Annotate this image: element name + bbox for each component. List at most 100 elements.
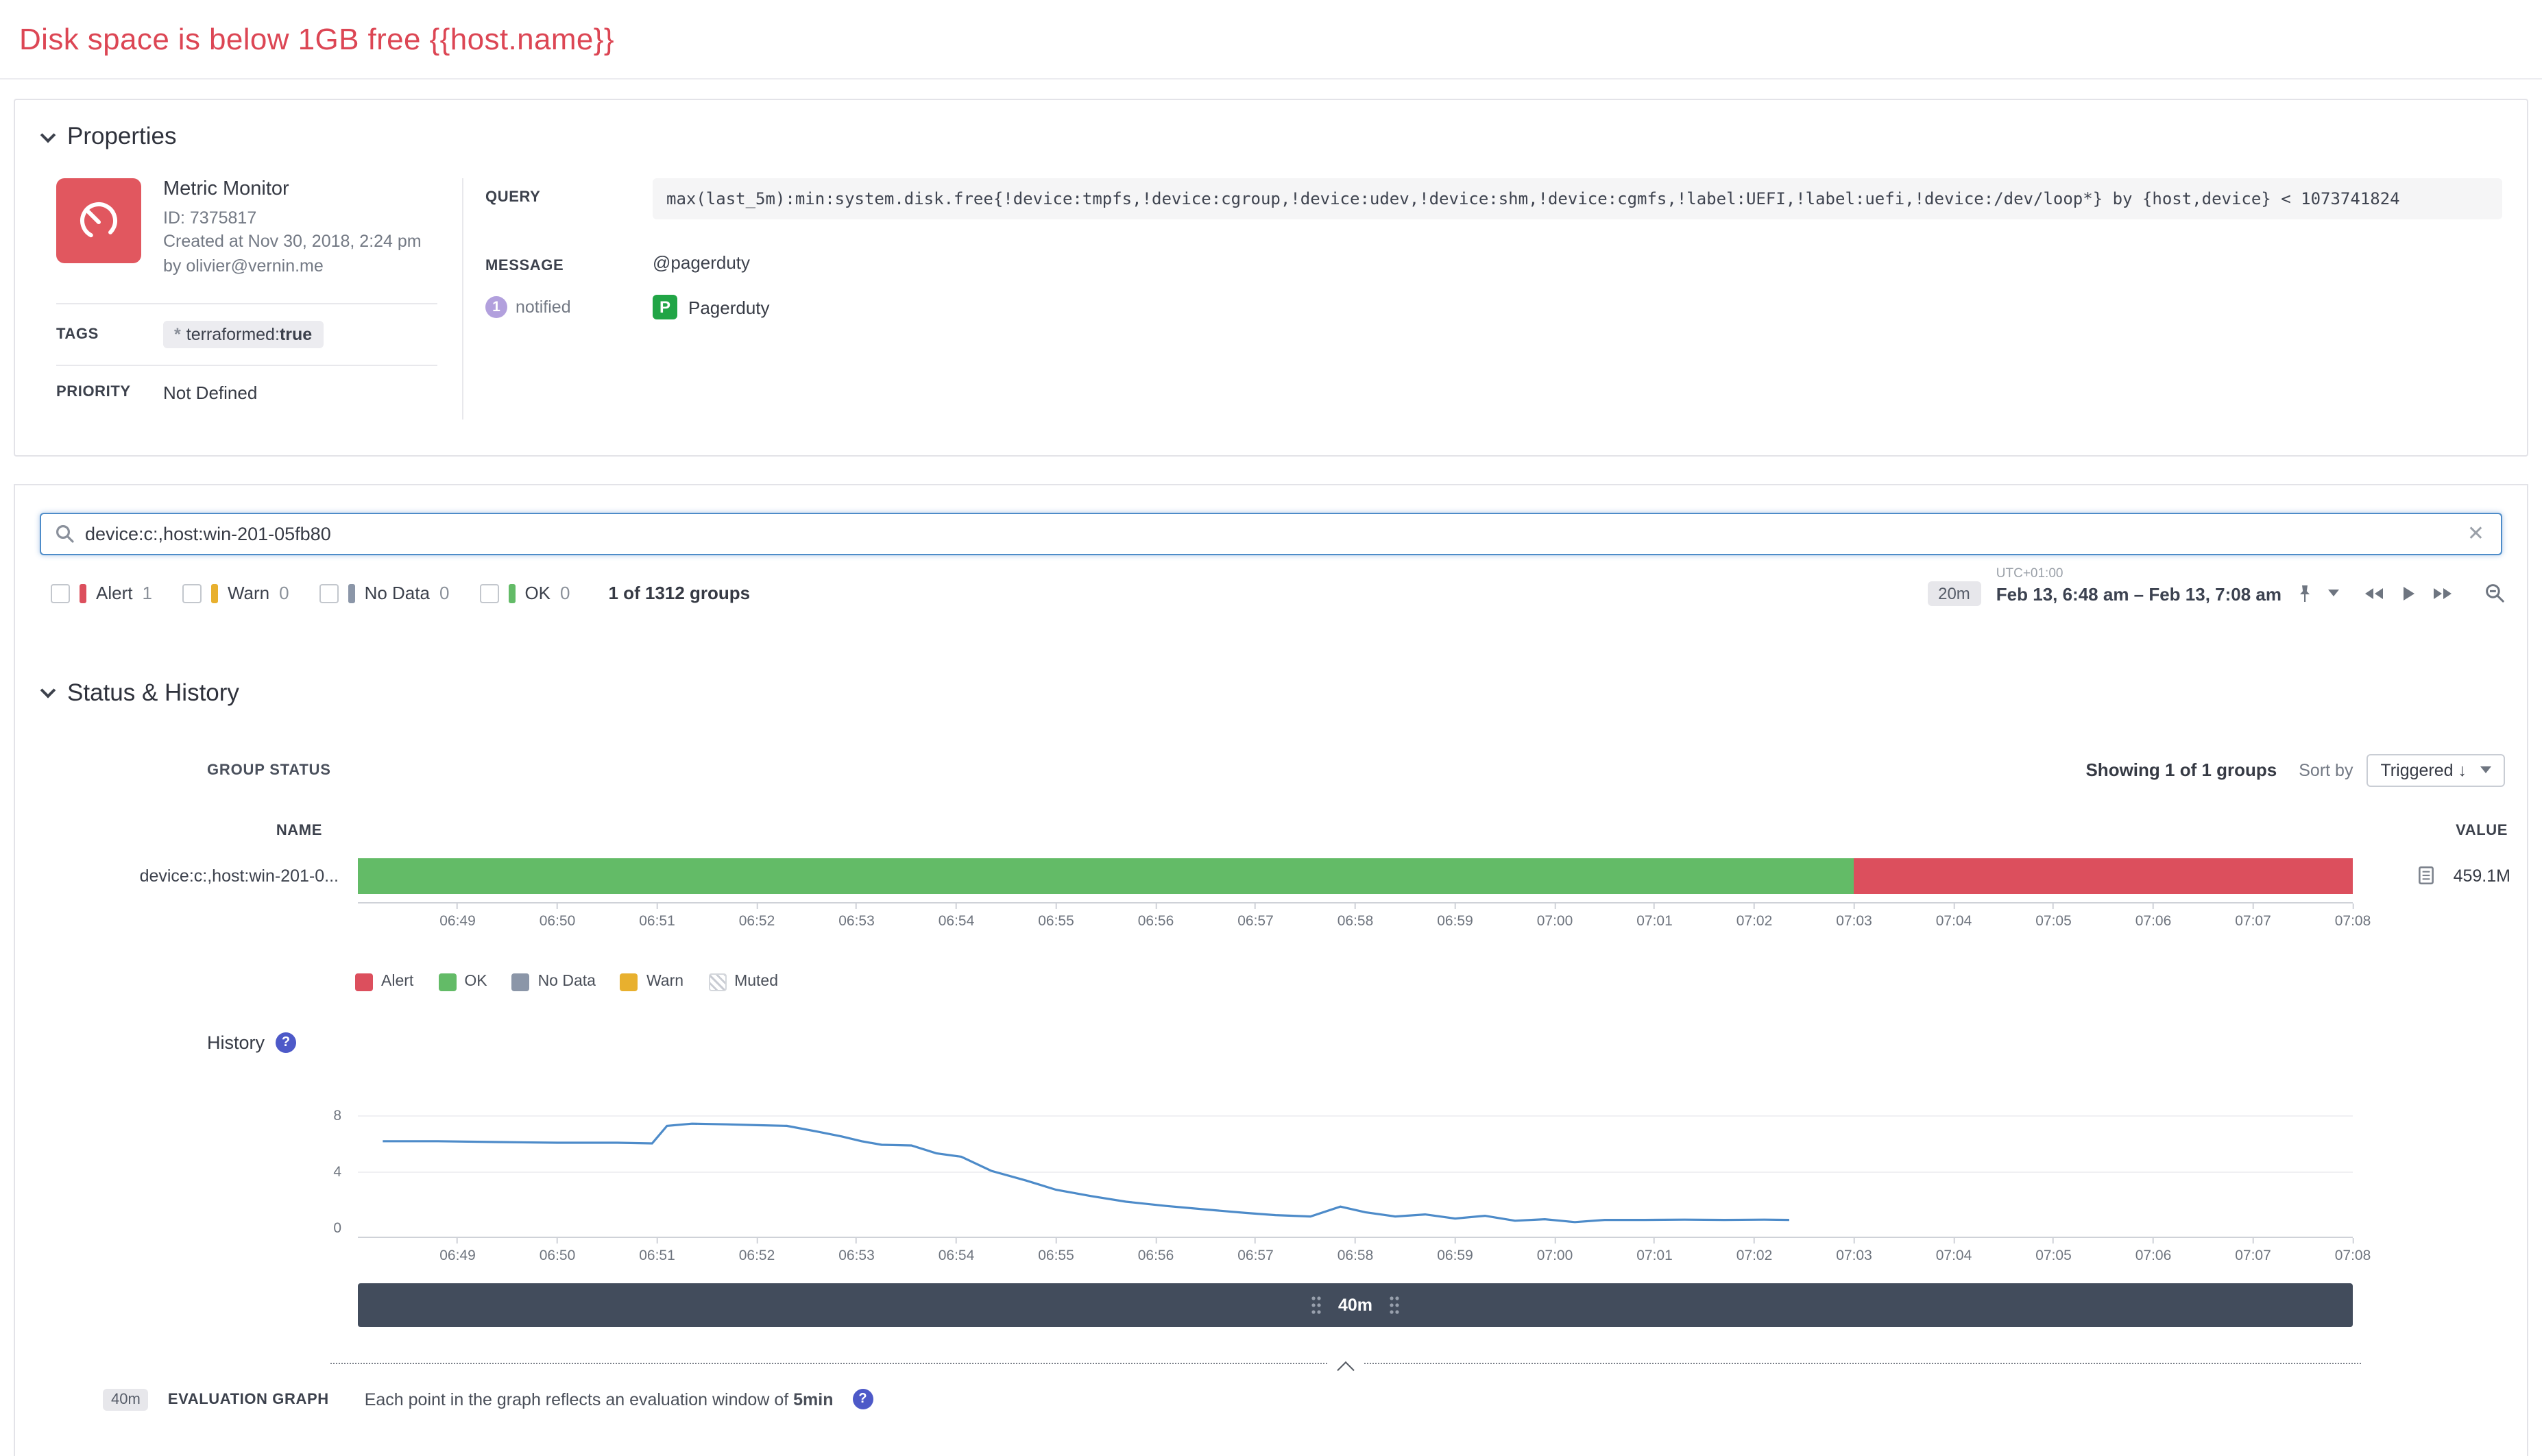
time-range-text: Feb 13, 6:48 am – Feb 13, 7:08 am xyxy=(1996,583,2281,605)
filter-nodata[interactable]: No Data 0 xyxy=(319,583,449,604)
axis-tick: 06:50 xyxy=(540,903,575,930)
tags-label: TAGS xyxy=(56,326,99,343)
axis-tick: 07:04 xyxy=(1936,903,1972,930)
legend-muted: Muted xyxy=(708,973,778,991)
monitor-author: by olivier@vernin.me xyxy=(163,256,324,275)
group-status-table-row: device:c:,host:win-201-0... 459.1M xyxy=(15,858,2527,894)
properties-header-label: Properties xyxy=(67,122,177,149)
evaluation-description: Each point in the graph reflects an eval… xyxy=(364,1390,834,1409)
axis-tick: 07:06 xyxy=(2135,903,2171,930)
axis-tick: 06:58 xyxy=(1337,903,1373,930)
pagerduty-icon: P xyxy=(653,295,677,319)
axis-tick: 06:55 xyxy=(1038,1237,1074,1264)
collapse-divider xyxy=(330,1352,2361,1379)
properties-section-header[interactable]: Properties xyxy=(15,100,2527,151)
monitor-created: Created at Nov 30, 2018, 2:24 pm xyxy=(163,232,422,252)
notified-indicator: 1 notified xyxy=(485,296,653,318)
search-input[interactable] xyxy=(85,523,2454,544)
monitor-id: ID: 7375817 xyxy=(163,208,257,228)
star-icon: * xyxy=(174,324,181,344)
axis-tick: 06:54 xyxy=(939,903,974,930)
legend-warn: Warn xyxy=(620,973,683,991)
skip-forward-icon[interactable] xyxy=(2432,587,2453,600)
time-range-control[interactable]: UTC+01:00 Feb 13, 6:48 am – Feb 13, 7:08… xyxy=(1996,566,2281,607)
skip-back-icon[interactable] xyxy=(2365,587,2384,600)
ok-swatch xyxy=(438,973,457,991)
expand-handle[interactable] xyxy=(1328,1352,1364,1379)
axis-tick: 06:58 xyxy=(1337,1237,1373,1264)
nodata-checkbox[interactable] xyxy=(319,583,339,603)
zoom-out-icon[interactable] xyxy=(2484,583,2505,604)
pagerduty-mention[interactable]: @pagerduty xyxy=(653,252,751,273)
status-history-header-label: Status & History xyxy=(67,678,239,706)
properties-right-column: QUERY max(last_5m):min:system.disk.free{… xyxy=(462,178,2502,420)
axis-tick: 07:08 xyxy=(2335,903,2371,930)
axis-tick: 06:53 xyxy=(838,1237,875,1264)
y-axis-label: 8 xyxy=(333,1107,341,1124)
axis-tick: 06:51 xyxy=(639,903,675,930)
evaluation-graph-label: EVALUATION GRAPH xyxy=(167,1391,329,1408)
axis-tick: 06:54 xyxy=(939,1237,974,1264)
group-name[interactable]: device:c:,host:win-201-0... xyxy=(139,866,339,886)
chevron-down-icon xyxy=(40,126,56,143)
monitor-meta: Metric Monitor ID: 7375817 Created at No… xyxy=(163,178,422,278)
ok-checkbox[interactable] xyxy=(479,583,499,603)
history-time-axis: 06:49 06:50 06:51 06:52 06:53 06:54 06:55 06:56… xyxy=(358,1236,2371,1270)
monitor-type: Metric Monitor xyxy=(163,178,289,200)
message-label: MESSAGE xyxy=(485,258,564,274)
axis-tick: 06:50 xyxy=(540,1237,575,1264)
clear-search-icon[interactable]: ✕ xyxy=(2467,522,2484,546)
groups-count: 1 of 1312 groups xyxy=(608,583,751,604)
status-history-section-header[interactable]: Status & History xyxy=(15,657,2527,707)
chevron-down-icon[interactable] xyxy=(2328,590,2339,597)
filter-ok[interactable]: OK 0 xyxy=(479,583,570,604)
status-segment-ok[interactable] xyxy=(358,858,1854,894)
tag-text: terraformed:true xyxy=(186,324,313,344)
sort-dropdown[interactable]: Triggered ↓ xyxy=(2367,753,2505,787)
sort-value: Triggered ↓ xyxy=(2380,760,2467,780)
axis-tick: 06:59 xyxy=(1437,1237,1473,1264)
monitor-query[interactable]: max(last_5m):min:system.disk.free{!devic… xyxy=(653,178,2502,219)
message-label-column: MESSAGE 1 notified xyxy=(485,252,653,319)
filter-alert[interactable]: Alert 1 xyxy=(51,583,152,604)
drag-handle-icon[interactable] xyxy=(1311,1296,1322,1315)
status-segment-alert[interactable] xyxy=(1854,858,2353,894)
history-header-row: History ? xyxy=(15,1032,2527,1053)
warn-color-chip xyxy=(210,583,218,603)
chevron-up-icon xyxy=(1337,1361,1355,1379)
notified-count-badge: 1 xyxy=(485,296,507,318)
integration-name: Pagerduty xyxy=(688,297,770,317)
alert-checkbox[interactable] xyxy=(51,583,70,603)
message-content: @pagerduty P Pagerduty xyxy=(653,252,770,319)
timeframe-badge[interactable]: 20m xyxy=(1927,581,1981,606)
axis-tick: 06:52 xyxy=(739,1237,775,1264)
group-events-icon[interactable] xyxy=(2417,866,2437,886)
axis-tick: 07:01 xyxy=(1636,1237,1673,1264)
axis-tick: 06:59 xyxy=(1437,903,1473,930)
axis-tick: 07:05 xyxy=(2035,903,2072,930)
nodata-color-chip xyxy=(348,583,355,603)
play-forward-icon[interactable] xyxy=(2402,586,2414,600)
status-legend: Alert OK No Data Warn Muted xyxy=(15,973,2527,991)
time-navigation xyxy=(2365,586,2453,600)
history-axis: 06:49 06:50 06:51 06:52 06:53 06:54 06:55 06:56… xyxy=(15,1236,2527,1270)
axis-tick: 07:07 xyxy=(2235,903,2271,930)
group-status-label: GROUP STATUS xyxy=(207,762,331,779)
tag-terraformed[interactable]: * terraformed:true xyxy=(163,320,324,348)
warn-swatch xyxy=(620,973,638,991)
time-window-bar[interactable]: 40m xyxy=(358,1283,2353,1327)
help-icon[interactable]: ? xyxy=(276,1032,297,1053)
status-timeline-bar[interactable] xyxy=(358,858,2353,894)
axis-tick: 06:57 xyxy=(1237,903,1274,930)
warn-checkbox[interactable] xyxy=(182,583,202,603)
history-chart[interactable] xyxy=(358,1102,2353,1228)
axis-tick: 07:05 xyxy=(2035,1237,2072,1264)
axis-tick: 06:51 xyxy=(639,1237,675,1264)
pin-icon[interactable] xyxy=(2297,584,2313,603)
evaluation-timeframe-badge: 40m xyxy=(103,1388,149,1411)
drag-handle-icon[interactable] xyxy=(1389,1296,1400,1315)
axis-tick: 07:07 xyxy=(2235,1237,2271,1264)
filter-warn[interactable]: Warn 0 xyxy=(182,583,289,604)
help-icon[interactable]: ? xyxy=(852,1389,873,1410)
axis-tick: 07:01 xyxy=(1636,903,1673,930)
